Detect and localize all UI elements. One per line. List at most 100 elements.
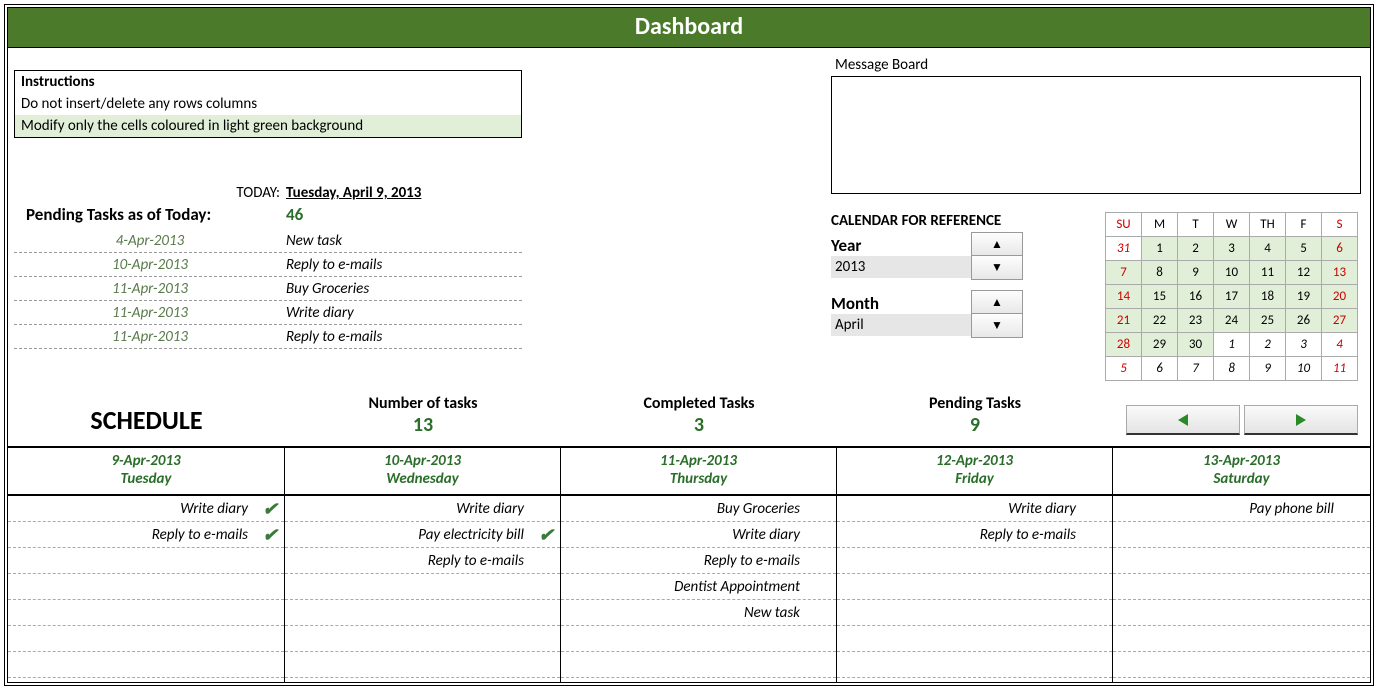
schedule-task-row[interactable] bbox=[8, 574, 284, 600]
schedule-task-row[interactable] bbox=[8, 626, 284, 652]
schedule-task-row[interactable] bbox=[837, 626, 1112, 652]
year-down-button[interactable]: ▼ bbox=[971, 256, 1023, 280]
schedule-task-row[interactable]: Write diary bbox=[285, 496, 560, 522]
month-down-button[interactable]: ▼ bbox=[971, 314, 1023, 338]
schedule-task-row[interactable] bbox=[1113, 652, 1370, 678]
schedule-task-row[interactable]: Write diary bbox=[561, 522, 836, 548]
schedule-task-row[interactable]: Dentist Appointment bbox=[561, 574, 836, 600]
calendar-day[interactable]: 4 bbox=[1250, 237, 1286, 261]
message-board-content[interactable] bbox=[831, 76, 1361, 194]
schedule-task-row[interactable] bbox=[1113, 548, 1370, 574]
schedule-task-check: ✔ bbox=[256, 498, 284, 520]
calendar-day[interactable]: 22 bbox=[1142, 309, 1178, 333]
calendar-day[interactable]: 13 bbox=[1322, 261, 1358, 285]
schedule-task-row[interactable] bbox=[1113, 522, 1370, 548]
schedule-task-row[interactable] bbox=[285, 652, 560, 678]
schedule-task-text: Reply to e-mails bbox=[837, 526, 1084, 544]
schedule-day-header: 12-Apr-2013Friday bbox=[837, 448, 1112, 496]
month-value[interactable]: April bbox=[831, 314, 971, 336]
calendar-day[interactable]: 9 bbox=[1250, 357, 1286, 381]
schedule-task-row[interactable] bbox=[8, 652, 284, 678]
calendar-day[interactable]: 20 bbox=[1322, 285, 1358, 309]
schedule-task-row[interactable]: Reply to e-mails✔ bbox=[8, 522, 284, 548]
calendar-day[interactable]: 8 bbox=[1142, 261, 1178, 285]
month-up-button[interactable]: ▲ bbox=[971, 290, 1023, 314]
calendar-day[interactable]: 6 bbox=[1322, 237, 1358, 261]
schedule-task-row[interactable] bbox=[285, 600, 560, 626]
calendar-day[interactable]: 7 bbox=[1106, 261, 1142, 285]
calendar-day[interactable]: 5 bbox=[1286, 237, 1322, 261]
schedule-day-header: 9-Apr-2013Tuesday bbox=[8, 448, 284, 496]
calendar-day[interactable]: 4 bbox=[1322, 333, 1358, 357]
calendar-day[interactable]: 15 bbox=[1142, 285, 1178, 309]
calendar-day[interactable]: 9 bbox=[1178, 261, 1214, 285]
schedule-task-row[interactable] bbox=[1113, 626, 1370, 652]
schedule-task-row[interactable]: New task bbox=[561, 600, 836, 626]
calendar-day[interactable]: 3 bbox=[1286, 333, 1322, 357]
pending-task-list: 4-Apr-2013New task10-Apr-2013Reply to e-… bbox=[14, 229, 522, 349]
schedule-task-row[interactable] bbox=[8, 600, 284, 626]
calendar-day[interactable]: 19 bbox=[1286, 285, 1322, 309]
calendar-day[interactable]: 26 bbox=[1286, 309, 1322, 333]
year-value[interactable]: 2013 bbox=[831, 256, 971, 278]
calendar-day[interactable]: 1 bbox=[1214, 333, 1250, 357]
calendar-day[interactable]: 2 bbox=[1178, 237, 1214, 261]
year-up-button[interactable]: ▲ bbox=[971, 232, 1023, 256]
schedule-task-row[interactable]: Reply to e-mails bbox=[285, 548, 560, 574]
calendar-day[interactable]: 6 bbox=[1142, 357, 1178, 381]
message-board-label: Message Board bbox=[831, 56, 1361, 76]
schedule-task-row[interactable] bbox=[561, 626, 836, 652]
schedule-task-row[interactable]: Pay electricity bill✔ bbox=[285, 522, 560, 548]
schedule-task-row[interactable] bbox=[837, 574, 1112, 600]
schedule-task-row[interactable]: Write diary bbox=[837, 496, 1112, 522]
schedule-task-row[interactable] bbox=[8, 548, 284, 574]
calendar-day[interactable]: 10 bbox=[1286, 357, 1322, 381]
schedule-prev-button[interactable] bbox=[1126, 405, 1240, 435]
calendar-day[interactable]: 14 bbox=[1106, 285, 1142, 309]
calendar-day[interactable]: 28 bbox=[1106, 333, 1142, 357]
calendar-day[interactable]: 11 bbox=[1322, 357, 1358, 381]
pending-task-row: 11-Apr-2013Write diary bbox=[14, 301, 522, 325]
schedule-task-row[interactable] bbox=[561, 652, 836, 678]
stat-pending-tasks-value: 9 bbox=[837, 413, 1113, 437]
checkmark-icon: ✔ bbox=[538, 524, 553, 546]
schedule-task-row[interactable] bbox=[837, 652, 1112, 678]
calendar-day[interactable]: 31 bbox=[1106, 237, 1142, 261]
calendar-day[interactable]: 25 bbox=[1250, 309, 1286, 333]
schedule-task-text: Pay phone bill bbox=[1113, 500, 1342, 518]
dashboard-title: Dashboard bbox=[8, 8, 1370, 48]
calendar-day[interactable]: 30 bbox=[1178, 333, 1214, 357]
calendar-day[interactable]: 12 bbox=[1286, 261, 1322, 285]
schedule-task-row[interactable]: Pay phone bill bbox=[1113, 496, 1370, 522]
schedule-next-button[interactable] bbox=[1244, 405, 1358, 435]
schedule-dayname: Tuesday bbox=[8, 470, 284, 488]
schedule-task-row[interactable] bbox=[837, 600, 1112, 626]
calendar-day[interactable]: 1 bbox=[1142, 237, 1178, 261]
schedule-task-row[interactable] bbox=[1113, 600, 1370, 626]
schedule-day-header: 11-Apr-2013Thursday bbox=[561, 448, 836, 496]
schedule-column: 11-Apr-2013ThursdayBuy GroceriesWrite di… bbox=[561, 446, 837, 682]
calendar-day[interactable]: 23 bbox=[1178, 309, 1214, 333]
schedule-task-row[interactable] bbox=[285, 626, 560, 652]
calendar-day[interactable]: 3 bbox=[1214, 237, 1250, 261]
calendar-day[interactable]: 27 bbox=[1322, 309, 1358, 333]
schedule-task-row[interactable] bbox=[1113, 574, 1370, 600]
calendar-day[interactable]: 24 bbox=[1214, 309, 1250, 333]
schedule-task-row[interactable]: Reply to e-mails bbox=[561, 548, 836, 574]
schedule-task-row[interactable]: Reply to e-mails bbox=[837, 522, 1112, 548]
schedule-task-row[interactable]: Buy Groceries bbox=[561, 496, 836, 522]
schedule-task-row[interactable] bbox=[837, 548, 1112, 574]
calendar-day[interactable]: 11 bbox=[1250, 261, 1286, 285]
calendar-day[interactable]: 7 bbox=[1178, 357, 1214, 381]
calendar-day[interactable]: 10 bbox=[1214, 261, 1250, 285]
calendar-day[interactable]: 16 bbox=[1178, 285, 1214, 309]
schedule-task-row[interactable]: Write diary✔ bbox=[8, 496, 284, 522]
calendar-day[interactable]: 17 bbox=[1214, 285, 1250, 309]
calendar-day[interactable]: 5 bbox=[1106, 357, 1142, 381]
calendar-day[interactable]: 8 bbox=[1214, 357, 1250, 381]
calendar-day[interactable]: 29 bbox=[1142, 333, 1178, 357]
calendar-day[interactable]: 21 bbox=[1106, 309, 1142, 333]
calendar-day[interactable]: 2 bbox=[1250, 333, 1286, 357]
schedule-task-row[interactable] bbox=[285, 574, 560, 600]
calendar-day[interactable]: 18 bbox=[1250, 285, 1286, 309]
